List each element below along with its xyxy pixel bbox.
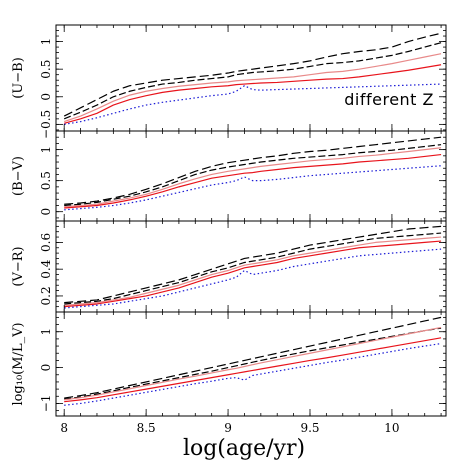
x-tick-label: 8.5 (137, 421, 156, 435)
x-tick-label: 9.5 (300, 421, 319, 435)
panel-2-series-line-3 (64, 147, 442, 208)
panel-3: 0.2 0.4 0.6 (V−R) (11, 220, 447, 313)
y-tick-label: 0.6 (39, 233, 53, 252)
panel-3-series-line-4 (64, 240, 442, 308)
x-tick-labels: 8 8.5 9 9.5 10 (60, 421, 399, 435)
panel-4: −1 0 1 log₁₀(M/L_V) (11, 311, 447, 417)
panel-2-series-line-2 (64, 144, 442, 207)
panel-2-series-line-4 (64, 153, 442, 209)
panel-3-series-line-2 (64, 232, 442, 305)
panel-2-series (64, 136, 442, 211)
y-tick-label: −1 (39, 395, 53, 413)
panel-1-series-line-2 (63, 42, 442, 120)
y-tick-label: 0.2 (39, 286, 53, 305)
panel-1-series-line-3 (63, 53, 442, 123)
y-tick-label: 0.5 (39, 171, 53, 190)
panel-1-y-axis-label: (U−B) (11, 57, 26, 99)
x-tick-label: 10 (384, 421, 399, 435)
y-tick-label: 0 (39, 93, 53, 101)
y-tick-label: 0 (39, 208, 53, 216)
panel-1-series-line-4 (64, 64, 442, 124)
x-axis-label: log(age/yr) (183, 436, 305, 461)
panel-2: 0 0.5 1 (B−V) (11, 130, 447, 222)
panel-4-series-line-1 (64, 316, 442, 399)
y-tick-label: 0 (39, 364, 53, 372)
panel-4-y-axis-label: log₁₀(M/L_V) (11, 322, 26, 405)
panel-1-annotation: different Z (344, 90, 434, 109)
x-tick-label: 8 (60, 421, 68, 435)
panel-2-series-line-5 (64, 165, 442, 211)
panel-3-series-line-1 (64, 225, 442, 304)
panel-4-series-line-4 (64, 337, 442, 403)
panel-1-frame (55, 24, 447, 132)
panel-1: −0.5 0 0.5 1 (U−B) different Z (11, 24, 447, 139)
panel-4-frame (55, 311, 447, 417)
panels: −0.500.51(U−B)different Z00.51(B−V)0.20.… (11, 24, 447, 435)
panel-3-y-axis-label: (V−R) (11, 246, 26, 286)
panel-4-series-line-3 (64, 326, 442, 401)
panel-4-series (64, 316, 442, 406)
y-tick-label: −0.5 (39, 110, 53, 139)
panel-4-series-line-5 (64, 342, 442, 406)
panel-1-series-line-1 (63, 32, 442, 117)
panel-1-series (63, 32, 442, 125)
y-tick-label: 1 (39, 328, 53, 336)
y-tick-label: 1 (39, 146, 53, 154)
panel-3-series-line-3 (64, 236, 442, 306)
panel-2-series-line-1 (64, 136, 442, 205)
panel-3-series-line-5 (64, 248, 442, 309)
panel-3-series (64, 225, 442, 309)
panel-2-y-axis-label: (B−V) (11, 156, 26, 196)
y-tick-label: 0.4 (39, 259, 53, 278)
panel-2-frame (55, 130, 447, 222)
y-tick-label: 0.5 (39, 60, 53, 79)
y-tick-label: 1 (39, 38, 53, 46)
x-tick-label: 9 (224, 421, 232, 435)
panel-4-series-line-2 (64, 327, 442, 400)
